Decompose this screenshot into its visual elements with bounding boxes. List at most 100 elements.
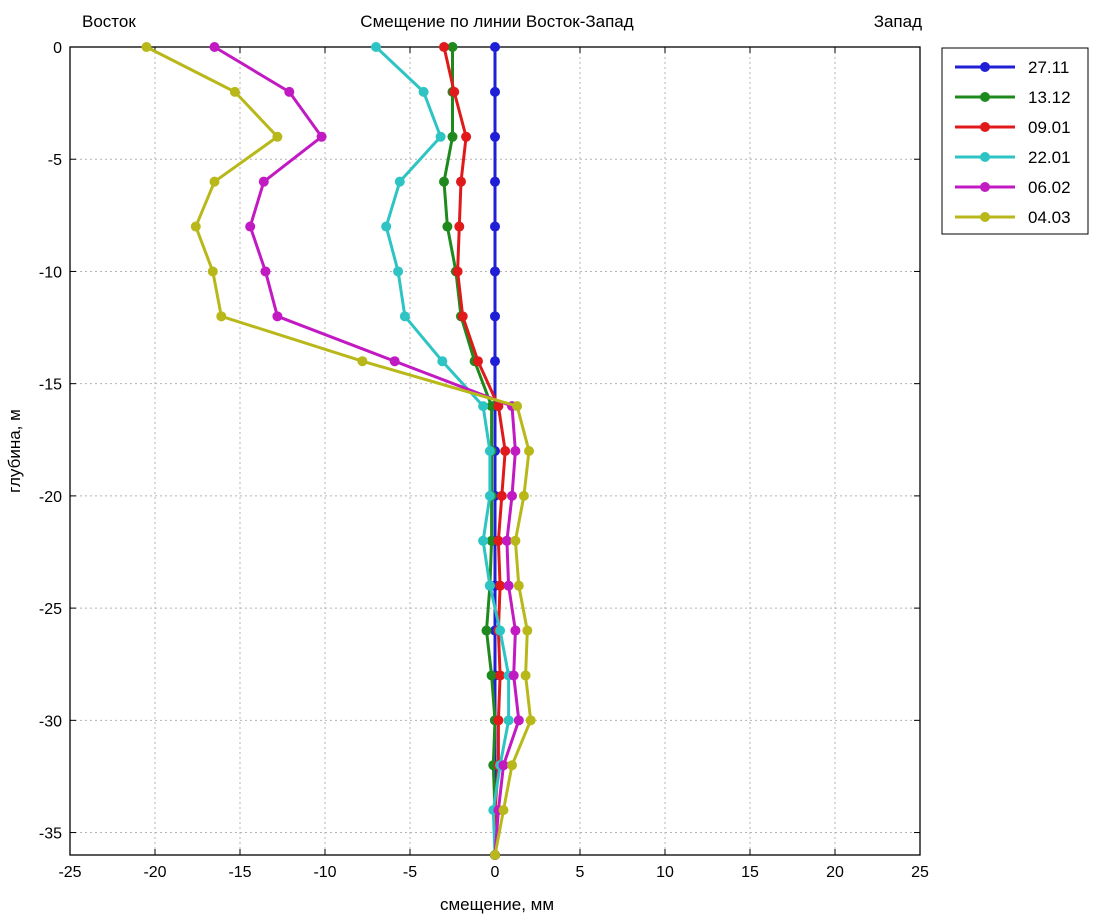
data-point: [399, 311, 410, 322]
x-tick-label: -25: [58, 864, 81, 881]
x-axis-label: смещение, мм: [440, 895, 554, 914]
data-point: [478, 535, 489, 546]
data-point: [481, 625, 492, 636]
data-point: [447, 131, 458, 142]
data-point: [439, 176, 449, 187]
data-point: [495, 670, 506, 681]
legend-swatch-marker: [980, 182, 990, 192]
legend-label: 13.12: [1028, 88, 1071, 107]
data-point: [456, 176, 466, 187]
x-tick-label: -15: [228, 864, 251, 881]
data-point: [484, 490, 495, 501]
y-tick-label: -35: [39, 826, 62, 843]
data-point: [190, 221, 201, 232]
data-point: [503, 715, 514, 726]
data-point: [141, 42, 152, 52]
data-point: [457, 311, 468, 322]
data-point: [507, 490, 517, 501]
y-tick-label: -20: [39, 489, 62, 506]
data-point: [525, 715, 536, 726]
data-point: [503, 580, 514, 591]
data-point: [493, 401, 504, 412]
y-axis-label: глубина, м: [5, 409, 24, 493]
data-point: [501, 535, 512, 546]
y-tick-label: -15: [39, 377, 62, 394]
data-point: [209, 42, 220, 52]
legend-item: 22.01: [955, 148, 1071, 167]
legend-label: 22.01: [1028, 148, 1071, 167]
data-point: [371, 42, 381, 52]
data-point: [498, 760, 509, 771]
data-point: [229, 86, 240, 97]
data-point: [216, 311, 227, 322]
data-point: [484, 580, 495, 591]
chart-title: Смещение по линии Восток-Запад: [360, 12, 633, 31]
data-point: [473, 356, 483, 367]
series-22.01: [371, 42, 514, 860]
y-tick-label: -30: [39, 713, 62, 730]
data-point: [435, 131, 446, 142]
x-tick-label: -20: [143, 864, 166, 881]
data-point: [437, 356, 448, 367]
data-point: [510, 625, 521, 636]
data-point: [513, 580, 524, 591]
legend-swatch-marker: [980, 62, 990, 72]
legend-item: 04.03: [955, 208, 1071, 227]
data-point: [493, 715, 504, 726]
data-point: [490, 311, 500, 322]
data-point: [498, 805, 509, 816]
legend-item: 06.02: [955, 178, 1071, 197]
data-point: [490, 356, 500, 367]
x-tick-label: 0: [491, 864, 500, 881]
legend-item: 27.11: [955, 58, 1069, 77]
legend-label: 04.03: [1028, 208, 1071, 227]
data-point: [495, 625, 506, 636]
data-point: [454, 221, 465, 232]
header-right-label: Запад: [874, 12, 922, 31]
tick-layer: -25 -20 -15 -10 -5 0 5 10 15 20 25 0 -5 -10 -15 -20 -25 -…: [39, 40, 929, 881]
data-point: [461, 131, 472, 142]
y-tick-label: -25: [39, 601, 62, 618]
legend-box: [941, 47, 1089, 235]
data-point: [272, 131, 283, 142]
data-point: [478, 401, 489, 412]
data-point: [493, 535, 504, 546]
legend-swatch-marker: [980, 92, 990, 102]
data-point: [510, 535, 521, 546]
data-point: [207, 266, 218, 277]
data-point: [447, 42, 458, 52]
data-point: [490, 221, 500, 232]
data-point: [209, 176, 220, 187]
data-point: [490, 266, 500, 277]
series-06.02: [209, 42, 524, 860]
y-tick-label: 0: [53, 40, 62, 57]
x-tick-label: 20: [826, 864, 844, 881]
data-point: [496, 490, 507, 501]
data-point: [490, 850, 500, 860]
data-point: [490, 131, 500, 142]
data-point: [520, 670, 531, 681]
data-point: [418, 86, 429, 97]
legend-swatch-marker: [980, 122, 990, 132]
data-point: [500, 446, 511, 456]
x-tick-label: 25: [911, 864, 929, 881]
y-tick-label: -10: [39, 264, 62, 281]
y-tick-label: -5: [48, 152, 62, 169]
data-point: [490, 42, 500, 52]
data-point: [442, 221, 453, 232]
data-point: [495, 580, 506, 591]
data-point: [381, 221, 392, 232]
data-point: [486, 670, 497, 681]
data-point: [510, 446, 521, 456]
x-tick-label: -5: [403, 864, 417, 881]
data-point: [245, 221, 256, 232]
legend-label: 09.01: [1028, 118, 1071, 137]
series-04.03: [141, 42, 536, 860]
data-point: [490, 176, 500, 187]
data-point: [258, 176, 269, 187]
data-point: [272, 311, 283, 322]
data-point: [513, 715, 524, 726]
legend-swatch-marker: [980, 212, 990, 222]
